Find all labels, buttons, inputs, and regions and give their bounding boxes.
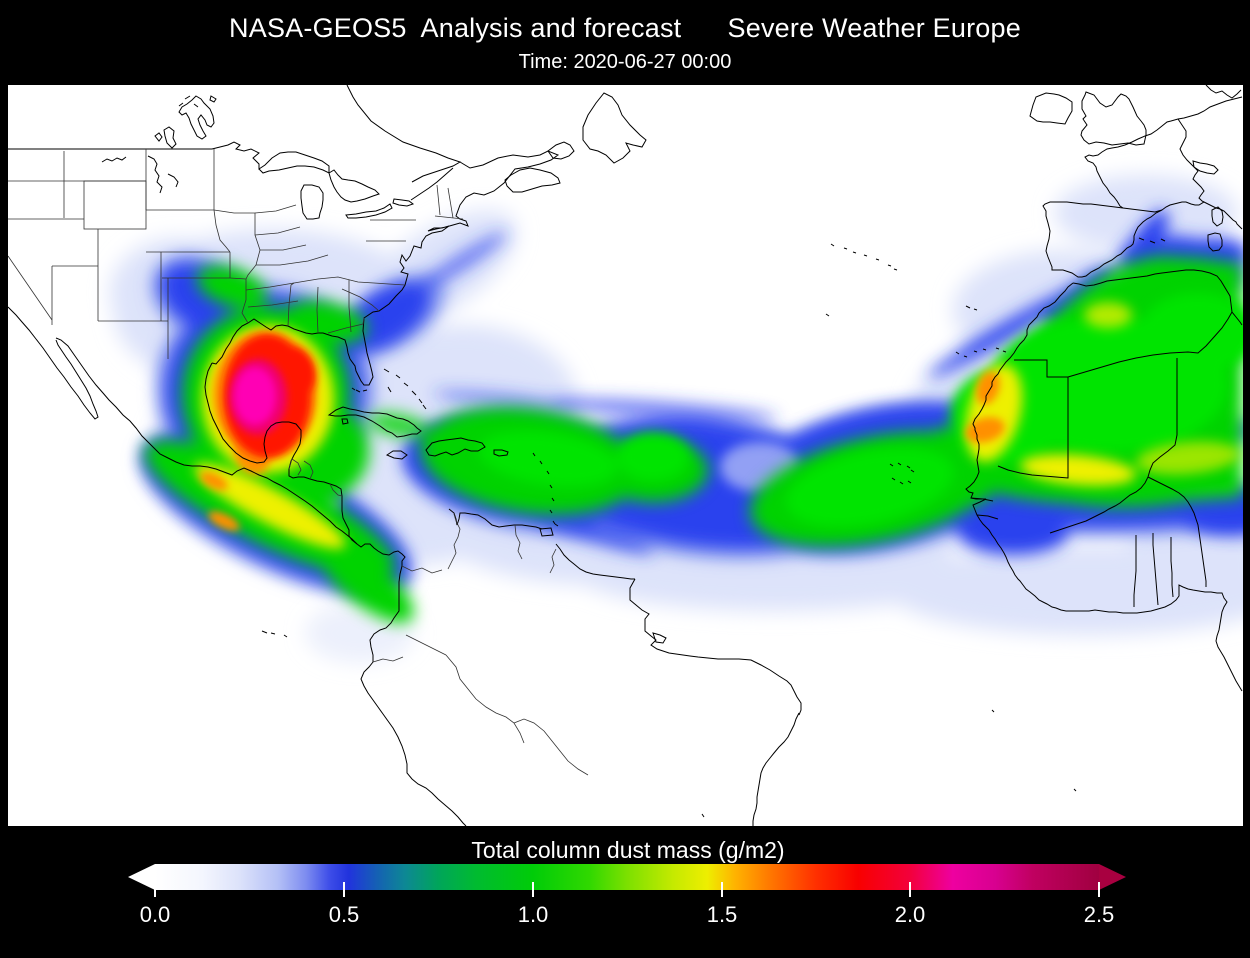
- svg-text:0.0: 0.0: [140, 902, 171, 927]
- svg-text:2.5: 2.5: [1084, 902, 1115, 927]
- svg-text:Total column dust mass (g/m2): Total column dust mass (g/m2): [471, 837, 784, 863]
- svg-text:1.0: 1.0: [518, 902, 549, 927]
- svg-text:0.5: 0.5: [329, 902, 360, 927]
- svg-text:1.5: 1.5: [707, 902, 738, 927]
- svg-text:2.0: 2.0: [895, 902, 926, 927]
